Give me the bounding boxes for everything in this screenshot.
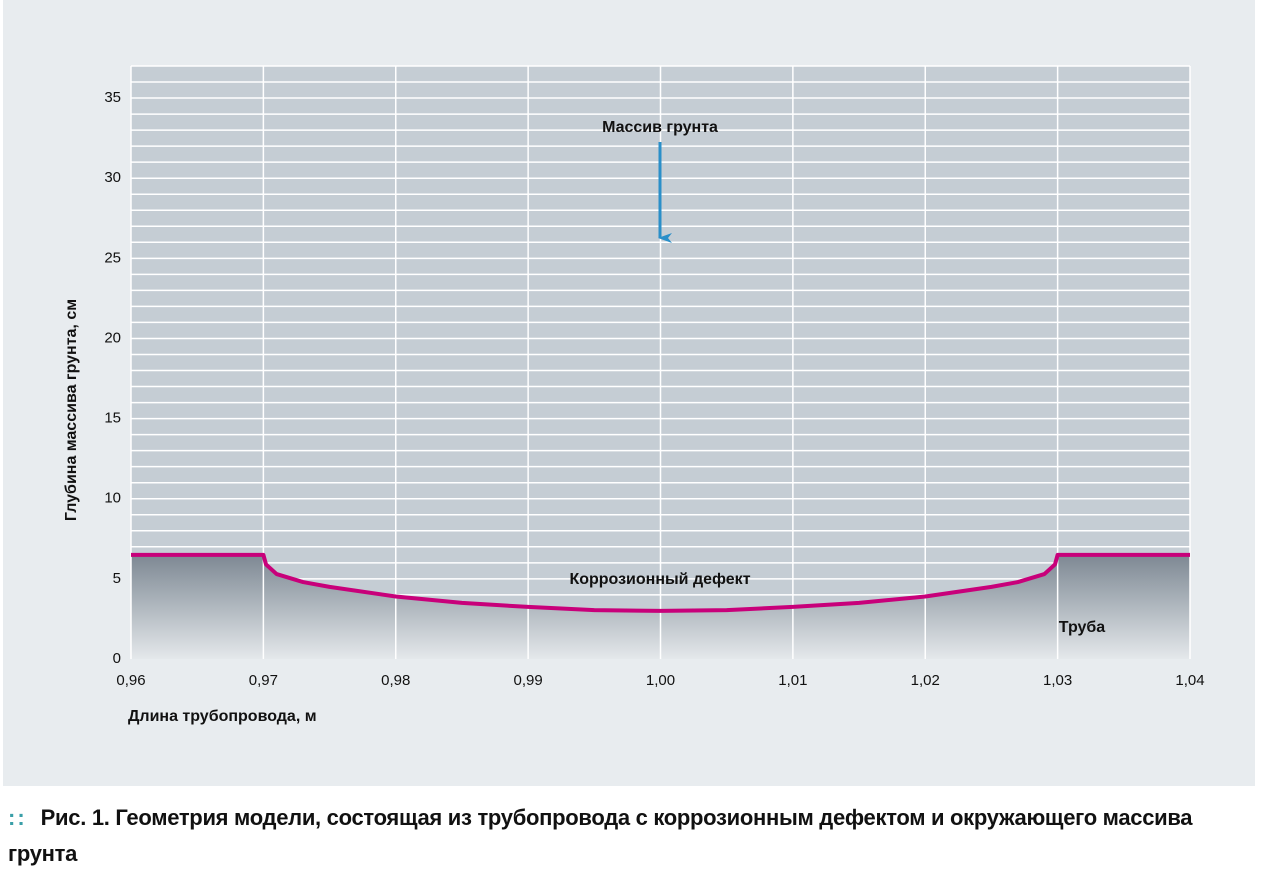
y-tick-label: 25	[104, 249, 121, 266]
y-tick-label: 10	[104, 490, 121, 507]
x-tick-label: 0,99	[514, 672, 543, 689]
x-tick-label: 0,98	[381, 672, 410, 689]
x-tick-label: 0,96	[116, 672, 145, 689]
annotation: Массив грунта	[602, 119, 718, 136]
caption-text: Геометрия модели, состоящая из трубопров…	[8, 805, 1193, 866]
x-axis-label: Длина трубопровода, м	[128, 708, 317, 725]
annotation: Коррозионный дефект	[569, 571, 750, 588]
x-tick-label: 1,04	[1175, 672, 1204, 689]
caption-label: Рис. 1.	[40, 805, 110, 830]
bullet: ::	[8, 805, 27, 830]
y-tick-label: 15	[104, 410, 121, 427]
x-tick-label: 1,02	[911, 672, 940, 689]
x-tick-label: 0,97	[249, 672, 278, 689]
line	[131, 552, 1190, 613]
annotation: Труба	[1059, 619, 1106, 636]
y-tick-label: 0	[113, 650, 121, 667]
caption: :: Рис. 1. Геометрия модели, состоящая из…	[8, 800, 1258, 872]
y-tick-label: 30	[104, 169, 121, 186]
x-tick-label: 1,00	[646, 672, 675, 689]
x-tick-label: 1,03	[1043, 672, 1072, 689]
y-tick-label: 5	[113, 570, 121, 587]
y-tick-label: 20	[104, 329, 121, 346]
marks	[130, 65, 1191, 659]
chart: Массив грунта Коррозионный дефект Труба …	[3, 0, 1255, 786]
x-tick-label: 1,01	[778, 672, 807, 689]
y-tick-label: 35	[104, 89, 121, 106]
y-axis-label: Глубина массива грунта, см	[63, 299, 80, 521]
